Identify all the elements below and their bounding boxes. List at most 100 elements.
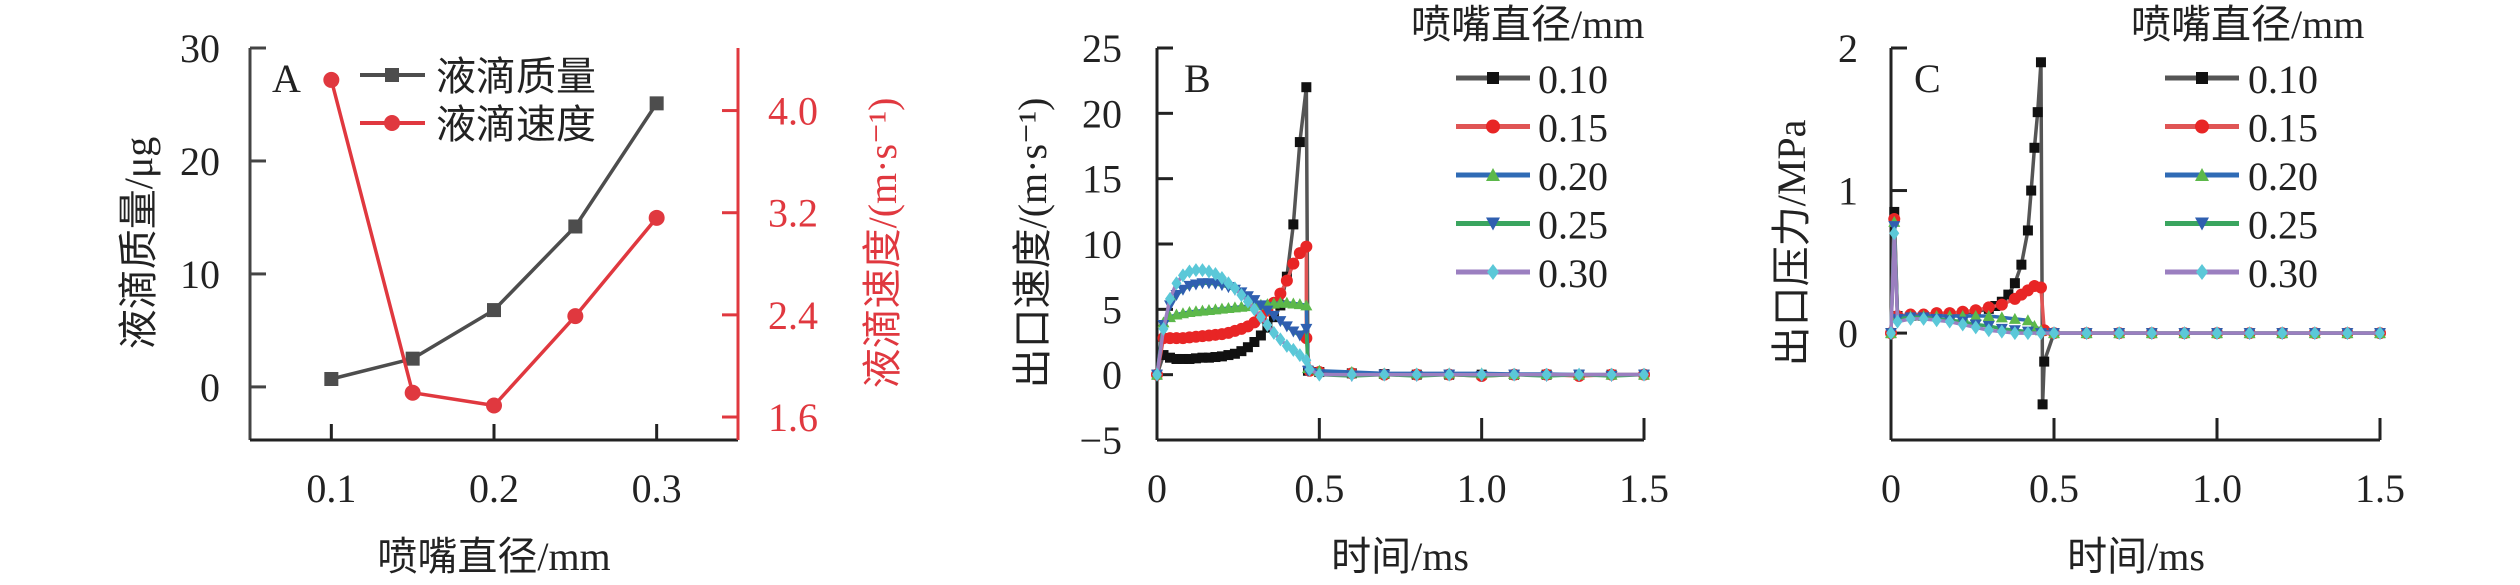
legend-label: 0.15 (1538, 106, 1608, 151)
marker-diamond (1262, 318, 1273, 333)
marker-square (1255, 330, 1266, 341)
marker-triangle-down (1248, 295, 1261, 307)
marker-square (1158, 350, 1169, 361)
legend-label: 0.10 (2248, 57, 2318, 102)
marker-square (1184, 353, 1195, 364)
marker-diamond (2114, 326, 2125, 341)
marker-diamond (1268, 325, 1279, 340)
legend-title-b: 喷嘴直径/mm (1411, 2, 1644, 47)
x-tick-label: 1.0 (2192, 466, 2242, 511)
marker-square (487, 303, 501, 318)
marker-diamond (2081, 326, 2092, 341)
marker-circle (486, 397, 502, 414)
legend-label: 0.25 (2248, 203, 2318, 248)
marker-triangle-down (1176, 284, 1189, 296)
marker-square (1171, 353, 1182, 364)
marker-diamond (2244, 326, 2255, 341)
marker-triangle-down (1267, 310, 1280, 322)
marker-diamond (1275, 332, 1286, 347)
marker-square (2029, 142, 2040, 153)
y-tick-label: −5 (1079, 418, 1122, 463)
panel-b: B 时间/ms 出口速度/(m·s⁻¹) 喷嘴直径/mm −5 0 5 10 15 20 2… (1010, 2, 1669, 579)
panel-a: A 喷嘴直径/mm 液滴质量/μg 液滴速度/(m·s⁻¹) 0 10 20 30 1.… (116, 26, 905, 579)
legend-label: 0.30 (2248, 251, 2318, 296)
marker-square (2009, 278, 2020, 289)
marker-circle (2195, 119, 2209, 134)
marker-diamond (1158, 321, 1169, 336)
y-tick-label: 25 (1082, 26, 1122, 71)
marker-square (1229, 348, 1240, 359)
marker-triangle-down (1293, 330, 1306, 342)
y-tick-label: 1 (1838, 169, 1858, 214)
y-tick-label: 20 (180, 139, 220, 184)
y2-tick-label: 1.6 (768, 395, 818, 440)
y-tick-label: 0 (1838, 311, 1858, 356)
marker-diamond (1346, 367, 1357, 382)
marker-square (1177, 353, 1188, 364)
legend-label: 液滴质量 (436, 54, 596, 99)
y-tick-label: 0 (200, 365, 220, 410)
marker-diamond (1288, 342, 1299, 357)
marker-triangle-down (1274, 316, 1287, 328)
y2-tick-label: 2.4 (768, 293, 818, 338)
marker-diamond (1223, 276, 1234, 291)
marker-diamond (1216, 270, 1227, 285)
marker-diamond (1996, 324, 2007, 339)
marker-square (2035, 57, 2046, 68)
legend-label: 液滴速度 (436, 102, 596, 147)
marker-diamond (1411, 367, 1422, 382)
marker-diamond (1892, 314, 1903, 329)
y-axis-title-a: 液滴质量/μg (116, 137, 161, 350)
marker-circle (384, 115, 400, 131)
marker-square (1249, 337, 1260, 347)
y2-tick-label: 4.0 (768, 89, 818, 134)
x-tick-label: 0.1 (306, 466, 356, 511)
x-tick-label: 1.5 (1619, 466, 1669, 511)
marker-square (385, 68, 399, 82)
marker-circle (1486, 119, 1500, 134)
marker-triangle-up (1982, 309, 1995, 321)
marker-square (1288, 219, 1299, 230)
panel-label-a: A (272, 56, 301, 101)
marker-square (649, 96, 664, 111)
series-line-0.20 (1155, 301, 1644, 377)
marker-diamond (1918, 311, 1929, 326)
marker-square (1223, 350, 1234, 361)
y-tick-label: 15 (1082, 157, 1122, 202)
marker-square (1487, 72, 1499, 84)
marker-square (1216, 351, 1227, 362)
marker-circle (1982, 301, 1995, 314)
marker-diamond (1639, 367, 1649, 382)
marker-circle (1287, 257, 1300, 270)
y-tick-label: 10 (1082, 222, 1122, 267)
y-tick-label: 10 (180, 252, 220, 297)
x-tick-label: 0.5 (2029, 466, 2079, 511)
marker-diamond (1379, 367, 1390, 382)
marker-diamond (2009, 326, 2020, 341)
marker-triangle-up (2021, 314, 2034, 326)
marker-diamond (1314, 367, 1325, 382)
x-tick-label: 0 (1147, 466, 1167, 511)
x-tick-label: 0 (1881, 466, 1901, 511)
marker-square (2037, 399, 2048, 410)
y2-tick-label: 3.2 (768, 191, 818, 236)
marker-diamond (1171, 276, 1182, 291)
marker-diamond (1164, 291, 1175, 306)
marker-square (2016, 259, 2027, 270)
x-tick-label: 0.2 (469, 466, 519, 511)
y-axis-title-b: 出口速度/(m·s⁻¹) (1010, 98, 1055, 389)
marker-square (405, 351, 420, 366)
marker-diamond (1242, 294, 1253, 309)
marker-triangle-up (2008, 312, 2021, 324)
marker-square (1203, 352, 1214, 363)
panel-label-c: C (1914, 56, 1941, 101)
marker-diamond (1184, 264, 1195, 279)
marker-diamond (1236, 287, 1247, 302)
marker-triangle-down (1280, 321, 1293, 333)
marker-triangle-down (1254, 300, 1267, 312)
marker-diamond (2342, 326, 2353, 341)
panel-c: C 时间/ms 出口压力/MPa 喷嘴直径/mm 0 1 2 0 0.5 1.0 1.5 0.… (1769, 2, 2405, 579)
marker-diamond (1931, 313, 1942, 328)
marker-circle (404, 384, 421, 401)
